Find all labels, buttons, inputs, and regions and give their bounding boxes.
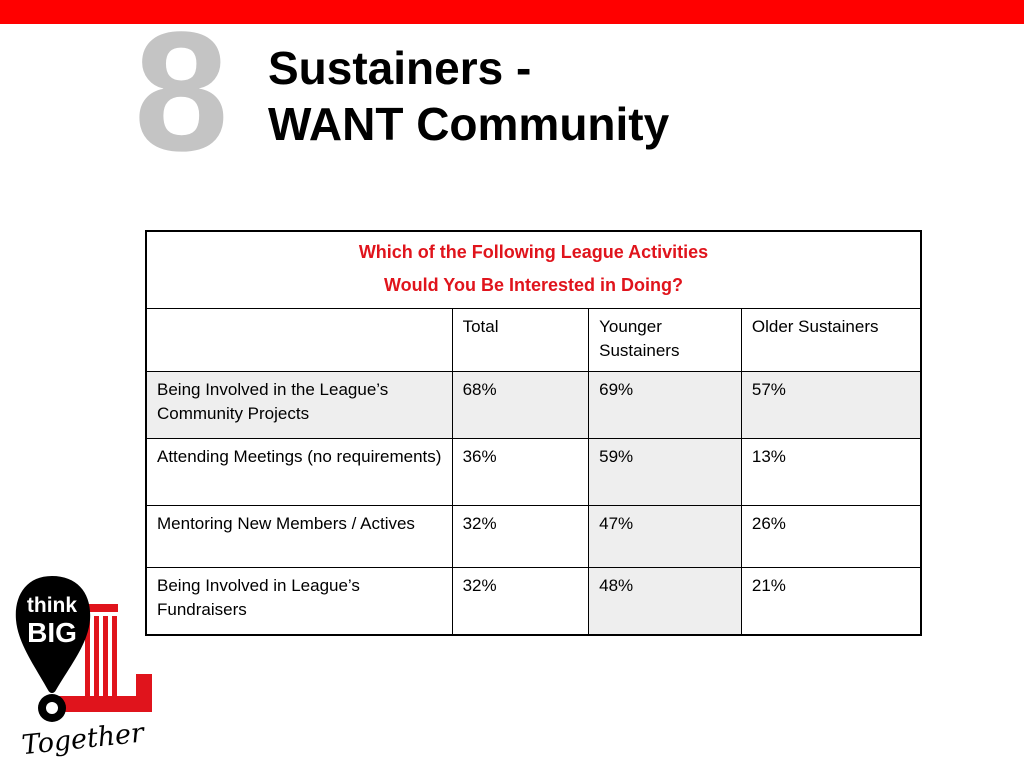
exclamation-bubble [15, 576, 91, 693]
title-line-2: WANT Community [268, 98, 670, 150]
logo-think-text: think [27, 594, 77, 617]
younger-cell: 48% [588, 567, 742, 636]
logo-big-text: BIG [27, 617, 77, 648]
table-row: Mentoring New Members / Actives 32% 47% … [145, 505, 922, 568]
older-cell: 57% [740, 371, 922, 439]
question-row: Which of the Following League Activities… [145, 230, 922, 309]
younger-cell: 69% [588, 371, 742, 439]
table-row: Being Involved in the League’s Community… [145, 371, 922, 439]
younger-cell: 59% [588, 438, 742, 506]
header-row: Total Younger Sustainers Older Sustainer… [145, 308, 922, 372]
total-cell: 36% [451, 438, 590, 506]
question-line-1: Which of the Following League Activities [358, 242, 709, 262]
total-cell: 68% [451, 371, 590, 439]
header-cell-blank [145, 308, 453, 372]
table-row: Being Involved in League’s Fundraisers 3… [145, 567, 922, 636]
slide-title: Sustainers - WANT Community [268, 40, 669, 152]
total-cell: 32% [451, 505, 590, 568]
top-red-bar [0, 0, 1024, 24]
header-cell-younger: Younger Sustainers [588, 308, 742, 372]
question-cell: Which of the Following League Activities… [145, 230, 922, 309]
header-cell-total: Total [451, 308, 590, 372]
header-cell-older: Older Sustainers [740, 308, 922, 372]
older-cell: 21% [740, 567, 922, 636]
question-line-2: Would You Be Interested in Doing? [383, 275, 683, 295]
activity-cell: Being Involved in League’s Fundraisers [145, 567, 453, 636]
logo-together-text: Together [20, 717, 147, 761]
activity-cell: Attending Meetings (no requirements) [145, 438, 453, 506]
older-cell: 26% [740, 505, 922, 568]
table-row: Attending Meetings (no requirements) 36%… [145, 438, 922, 506]
activity-cell: Mentoring New Members / Actives [145, 505, 453, 568]
older-cell: 13% [740, 438, 922, 506]
think-big-together-logo: think BIG Together [15, 576, 152, 761]
activity-cell: Being Involved in the League’s Community… [145, 371, 453, 439]
total-cell: 32% [451, 567, 590, 636]
survey-table: Which of the Following League Activities… [145, 230, 922, 636]
slide-number: 8 [134, 0, 229, 187]
red-column-mark [52, 604, 152, 712]
younger-cell: 47% [588, 505, 742, 568]
title-line-1: Sustainers - [268, 42, 532, 94]
